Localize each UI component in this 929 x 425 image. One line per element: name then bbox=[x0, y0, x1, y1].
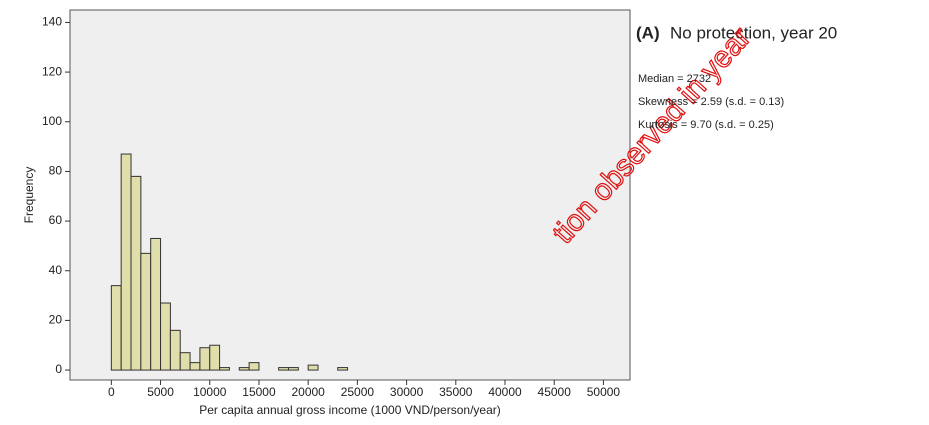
x-tick-label: 0 bbox=[108, 385, 115, 399]
bar bbox=[140, 252, 152, 371]
bar bbox=[248, 362, 260, 371]
x-tick-label: 20000 bbox=[291, 385, 325, 399]
bar bbox=[307, 364, 319, 371]
y-tick-label: 100 bbox=[42, 114, 62, 128]
bar bbox=[278, 367, 289, 371]
bar bbox=[337, 367, 349, 371]
y-tick-label: 0 bbox=[55, 362, 62, 376]
bar bbox=[169, 329, 181, 371]
bar bbox=[120, 153, 132, 371]
bar bbox=[130, 175, 142, 371]
x-tick-label: 25000 bbox=[341, 385, 375, 399]
stat-annotation: Kurtosis = 9.70 (s.d. = 0.25) bbox=[638, 119, 774, 131]
stat-annotation: Median = 2732 bbox=[638, 73, 711, 85]
x-tick-label: 50000 bbox=[587, 385, 621, 399]
y-tick-label: 20 bbox=[49, 313, 63, 327]
bar bbox=[209, 344, 221, 371]
x-tick-label: 10000 bbox=[193, 385, 227, 399]
bar bbox=[287, 367, 299, 371]
bar bbox=[219, 367, 230, 371]
bar bbox=[160, 302, 171, 371]
y-tick-label: 40 bbox=[49, 263, 63, 277]
chart-title: No protection, year 20 bbox=[670, 23, 837, 42]
bar bbox=[179, 352, 191, 371]
bar bbox=[189, 362, 201, 371]
y-axis-title: Frequency bbox=[22, 167, 36, 224]
panel-label: (A) bbox=[636, 23, 660, 42]
x-tick-label: 15000 bbox=[242, 385, 276, 399]
x-axis-title: Per capita annual gross income (1000 VND… bbox=[199, 403, 501, 417]
bar bbox=[150, 237, 162, 371]
bar bbox=[238, 367, 250, 371]
y-tick-label: 140 bbox=[42, 15, 62, 29]
y-tick-label: 80 bbox=[49, 164, 63, 178]
y-tick-label: 60 bbox=[49, 213, 63, 227]
stat-annotation: Skewness = 2.59 (s.d. = 0.13) bbox=[638, 96, 784, 108]
x-tick-label: 45000 bbox=[538, 385, 572, 399]
bar bbox=[199, 347, 211, 371]
x-tick-label: 5000 bbox=[147, 385, 174, 399]
x-tick-label: 40000 bbox=[488, 385, 522, 399]
bar bbox=[110, 285, 122, 371]
x-tick-label: 30000 bbox=[390, 385, 424, 399]
y-tick-label: 120 bbox=[42, 64, 62, 78]
x-tick-label: 35000 bbox=[439, 385, 473, 399]
